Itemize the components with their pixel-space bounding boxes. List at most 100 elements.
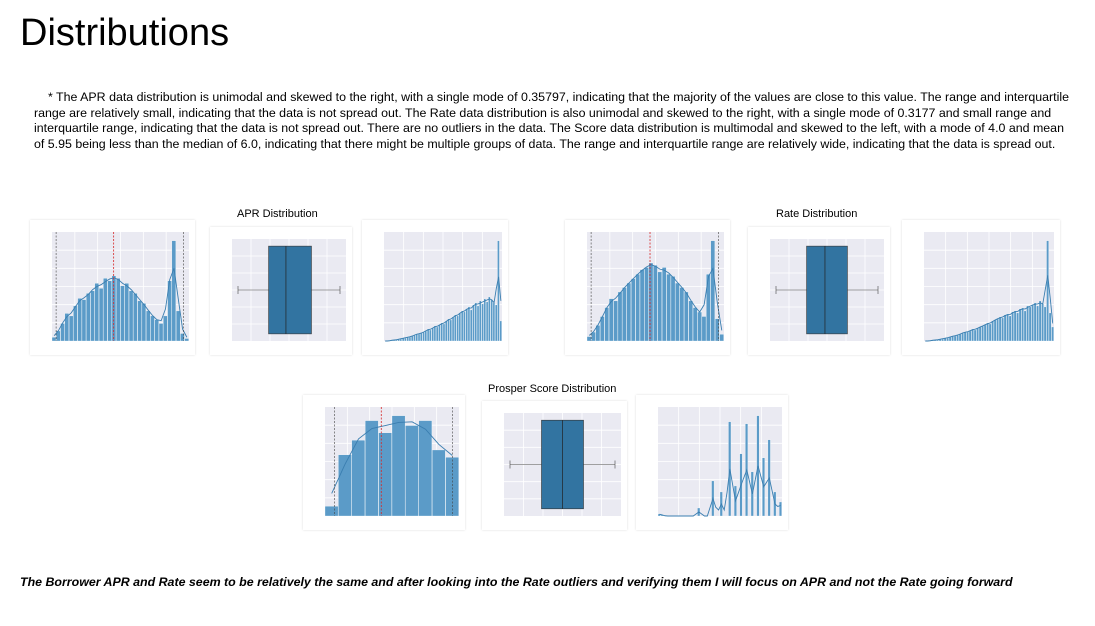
histogram-bar	[971, 328, 974, 342]
prosper-score-log-histogram	[657, 407, 782, 517]
page-title: Distributions	[20, 12, 230, 54]
histogram-bar	[497, 240, 500, 342]
histogram-bar	[1021, 307, 1024, 342]
histogram-bar	[1033, 302, 1037, 342]
histogram-bar	[1028, 306, 1032, 342]
histogram-bar	[1031, 304, 1034, 342]
histogram-bar	[461, 310, 464, 342]
histogram-bar	[141, 303, 147, 342]
histogram-bar	[1048, 312, 1052, 342]
histogram-bar	[365, 420, 379, 517]
rate-distribution-title: Rate Distribution	[776, 208, 858, 220]
histogram-bar	[422, 331, 425, 342]
histogram-bar	[973, 329, 977, 342]
rate-log-histogram	[924, 232, 1054, 342]
histogram-bar	[604, 307, 609, 342]
histogram-bar	[1013, 310, 1017, 342]
histogram-bar	[404, 337, 407, 342]
histogram-bar	[405, 425, 419, 517]
apr-boxplot	[232, 239, 346, 341]
histogram-bar	[1036, 305, 1039, 342]
histogram-bar	[715, 318, 720, 342]
histogram-bar	[351, 440, 366, 517]
apr-histogram	[51, 232, 189, 342]
rate-log-histogram-panel	[902, 220, 1060, 355]
kde-curve	[331, 421, 453, 494]
histogram-bar	[644, 267, 649, 342]
histogram-bar	[146, 310, 151, 342]
histogram-bar	[499, 320, 502, 342]
histogram-bar	[701, 316, 707, 342]
histogram-bar	[1043, 306, 1047, 342]
histogram-bar	[445, 320, 448, 342]
histogram-bar	[1026, 305, 1029, 342]
histogram-bar	[1011, 311, 1014, 342]
histogram-bar	[418, 420, 433, 517]
kde-curve	[925, 275, 1054, 342]
histogram-bar	[378, 432, 392, 517]
histogram-bar	[158, 323, 164, 342]
prosper-score-boxplot-panel	[482, 401, 627, 530]
histogram-bar	[116, 278, 121, 342]
histogram-bar	[981, 325, 984, 342]
histogram-bar	[586, 336, 592, 342]
distribution-summary: * The APR data distribution is unimodal …	[34, 90, 1069, 151]
histogram-bar	[107, 280, 112, 342]
histogram-bar	[442, 323, 446, 342]
histogram-bar	[958, 333, 962, 342]
histogram-bar	[324, 506, 339, 517]
histogram-bar	[495, 304, 498, 342]
histogram-bar	[103, 278, 108, 342]
histogram-bar	[779, 501, 782, 517]
conclusion-note: The Borrower APR and Rate seem to be rel…	[20, 575, 1013, 589]
histogram-bar	[163, 315, 168, 342]
histogram-bar	[77, 298, 82, 342]
histogram-bar	[697, 311, 702, 342]
apr-distribution-title: APR Distribution	[237, 208, 318, 220]
histogram-bar	[666, 273, 671, 342]
histogram-bar	[710, 240, 716, 342]
box	[806, 245, 848, 335]
histogram-bar	[675, 282, 680, 342]
histogram-bar	[657, 271, 662, 342]
histogram-bar	[424, 330, 427, 342]
histogram-bar	[492, 302, 496, 342]
histogram-bar	[1001, 317, 1004, 342]
histogram-bar	[692, 307, 698, 342]
histogram-bar	[688, 300, 693, 342]
histogram-bar	[476, 305, 480, 342]
histogram-bar	[490, 299, 493, 342]
histogram-bar	[1046, 240, 1049, 342]
histogram-bar	[413, 334, 416, 342]
apr-log-histogram-panel	[362, 220, 508, 355]
histogram-bar	[150, 315, 155, 342]
histogram-bar	[98, 288, 104, 342]
apr-log-histogram	[384, 232, 502, 342]
histogram-bar	[481, 303, 484, 342]
histogram-bar	[1041, 303, 1044, 342]
histogram-bar	[631, 278, 636, 342]
histogram-bar	[171, 240, 177, 342]
histogram-bar	[447, 318, 450, 342]
histogram-bar	[719, 334, 724, 342]
histogram-bar	[1003, 314, 1007, 342]
histogram-bar	[961, 332, 964, 342]
histogram-bar	[996, 318, 999, 342]
histogram-bar	[73, 305, 78, 342]
histogram-bar	[608, 298, 614, 342]
histogram-bar	[617, 291, 623, 342]
histogram-bar	[976, 327, 979, 342]
histogram-bar	[120, 285, 125, 342]
histogram-bar	[176, 310, 181, 342]
histogram-bar	[94, 283, 99, 342]
histogram-bar	[429, 329, 432, 342]
histogram-bar	[1006, 313, 1009, 342]
histogram-bar	[661, 267, 667, 342]
histogram-bar	[128, 290, 134, 342]
histogram-bar	[479, 300, 482, 342]
histogram-bar	[991, 320, 994, 342]
histogram-bar	[483, 298, 486, 342]
histogram-bar	[431, 327, 434, 342]
histogram-bar	[474, 302, 477, 342]
histogram-bar	[639, 269, 645, 342]
